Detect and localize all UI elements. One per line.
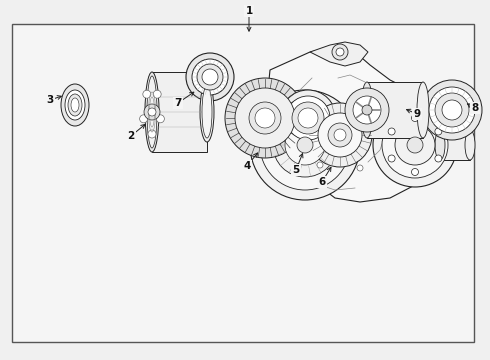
Text: 3: 3 — [47, 95, 53, 105]
Ellipse shape — [361, 82, 373, 138]
Bar — [367, 82, 423, 138]
Bar — [152, 72, 207, 152]
Circle shape — [313, 119, 319, 125]
Circle shape — [148, 108, 156, 116]
Text: 6: 6 — [318, 177, 326, 187]
Circle shape — [292, 102, 324, 134]
Ellipse shape — [435, 130, 445, 160]
Circle shape — [249, 102, 281, 134]
Circle shape — [286, 96, 330, 140]
Circle shape — [345, 88, 389, 132]
Circle shape — [202, 69, 218, 85]
Circle shape — [140, 115, 147, 123]
Text: 5: 5 — [293, 165, 299, 175]
Ellipse shape — [147, 76, 157, 148]
Circle shape — [186, 53, 234, 101]
Circle shape — [143, 90, 151, 98]
Ellipse shape — [465, 130, 475, 160]
Circle shape — [388, 155, 395, 162]
Circle shape — [412, 114, 418, 122]
Circle shape — [362, 105, 372, 115]
Circle shape — [353, 96, 381, 124]
Circle shape — [332, 44, 348, 60]
Circle shape — [422, 80, 482, 140]
Circle shape — [372, 117, 378, 123]
Circle shape — [318, 113, 362, 157]
Circle shape — [144, 104, 160, 120]
Polygon shape — [310, 42, 368, 66]
Circle shape — [407, 137, 423, 153]
Text: 8: 8 — [471, 103, 479, 113]
Circle shape — [334, 129, 346, 141]
Text: 2: 2 — [127, 131, 135, 141]
Ellipse shape — [200, 82, 214, 142]
Ellipse shape — [65, 90, 85, 120]
Circle shape — [273, 113, 337, 177]
Circle shape — [148, 130, 156, 138]
Circle shape — [197, 64, 223, 90]
Circle shape — [255, 108, 275, 128]
Circle shape — [382, 112, 448, 178]
Circle shape — [395, 125, 435, 165]
Circle shape — [429, 87, 475, 133]
Circle shape — [308, 103, 372, 167]
Text: 4: 4 — [244, 161, 251, 171]
Circle shape — [225, 78, 305, 158]
Ellipse shape — [68, 94, 82, 116]
Circle shape — [442, 100, 462, 120]
Polygon shape — [268, 48, 445, 202]
Bar — [12, 24, 474, 342]
Circle shape — [328, 123, 352, 147]
Circle shape — [336, 48, 344, 56]
Circle shape — [317, 162, 323, 168]
Circle shape — [373, 103, 457, 187]
Circle shape — [297, 137, 313, 153]
Circle shape — [357, 165, 363, 171]
Text: 9: 9 — [414, 109, 420, 119]
Circle shape — [412, 168, 418, 176]
Text: 7: 7 — [174, 98, 182, 108]
Ellipse shape — [145, 72, 159, 152]
Ellipse shape — [202, 86, 212, 138]
Bar — [440, 130, 470, 160]
Circle shape — [235, 88, 295, 148]
Circle shape — [250, 90, 360, 200]
Ellipse shape — [71, 98, 79, 112]
Circle shape — [280, 90, 336, 146]
Circle shape — [153, 90, 161, 98]
Circle shape — [298, 108, 318, 128]
Ellipse shape — [61, 84, 89, 126]
Circle shape — [435, 155, 442, 162]
Circle shape — [435, 128, 442, 135]
Circle shape — [388, 128, 395, 135]
Circle shape — [435, 93, 469, 127]
Circle shape — [285, 125, 325, 165]
Circle shape — [260, 100, 350, 190]
Ellipse shape — [417, 82, 429, 138]
Text: 1: 1 — [245, 6, 253, 16]
Circle shape — [192, 59, 228, 95]
Circle shape — [156, 115, 164, 123]
